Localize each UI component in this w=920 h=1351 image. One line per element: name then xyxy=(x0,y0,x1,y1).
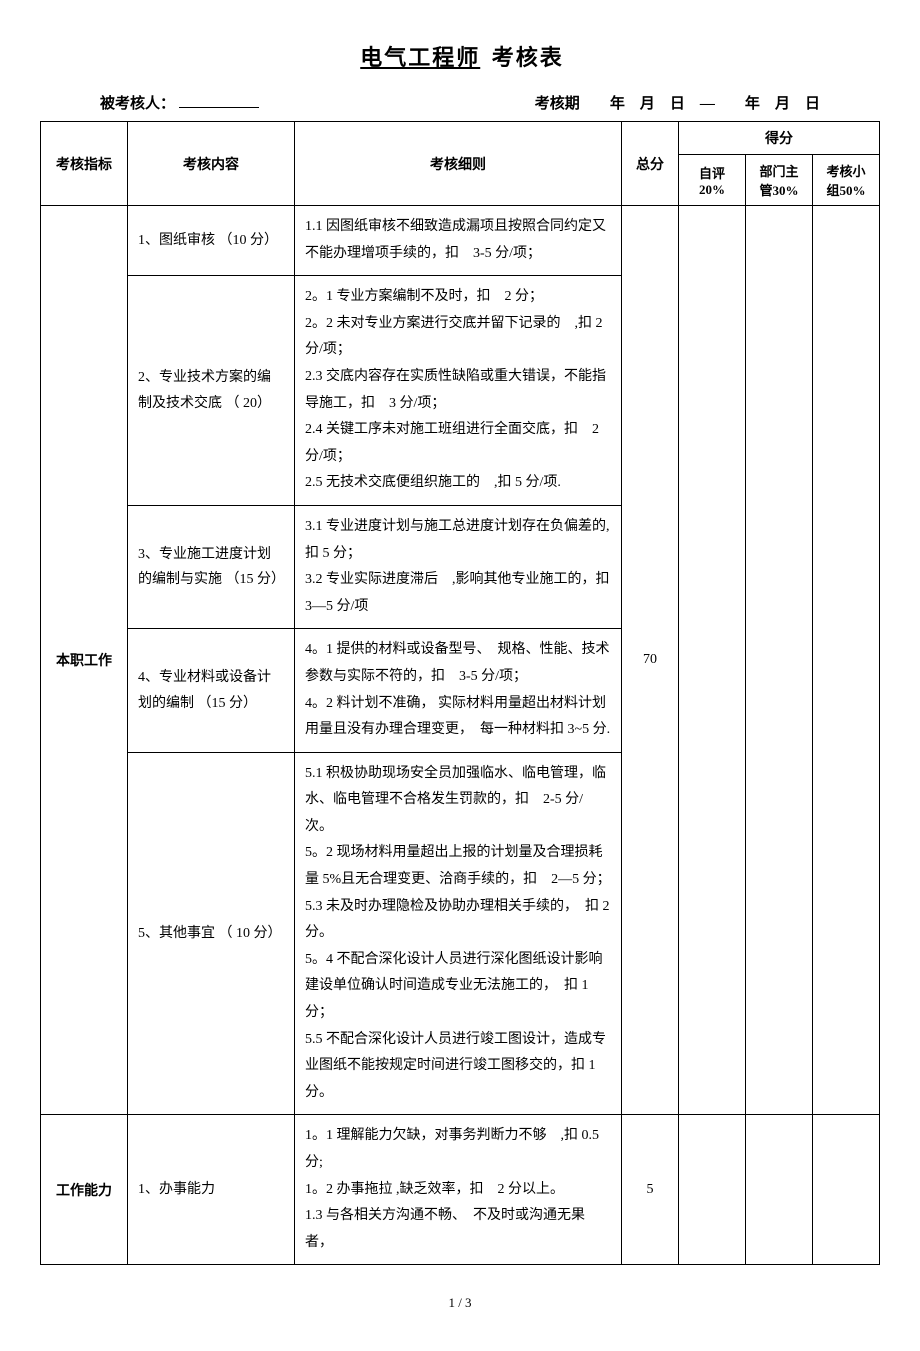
assessment-table: 考核指标 考核内容 考核细则 总分 得分 自评20% 部门主管30% 考核小组5… xyxy=(40,121,880,1265)
th-indicator: 考核指标 xyxy=(41,122,128,206)
page-title: 电气工程师 考核表 xyxy=(40,40,880,72)
self-score-cell xyxy=(679,206,746,1115)
page-number: 1 / 3 xyxy=(40,1295,880,1311)
table-row: 工作能力 1、办事能力 1。1 理解能力欠缺，对事务判断力不够 ,扣 0.5 分… xyxy=(41,1115,880,1265)
detail-cell: 1.1 因图纸审核不细致造成漏项且按照合同约定又不能办理增项手续的，扣 3-5 … xyxy=(295,206,622,276)
th-total: 总分 xyxy=(622,122,679,206)
th-content: 考核内容 xyxy=(128,122,295,206)
dept-score-cell xyxy=(746,206,813,1115)
detail-cell: 1。1 理解能力欠缺，对事务判断力不够 ,扣 0.5 分;1。2 办事拖拉 ,缺… xyxy=(295,1115,622,1265)
content-cell: 4、专业材料或设备计划的编制 （15 分） xyxy=(128,629,295,752)
dept-score-cell xyxy=(746,1115,813,1265)
detail-cell: 5.1 积极协助现场安全员加强临水、临电管理，临水、临电管理不合格发生罚款的，扣… xyxy=(295,752,622,1115)
header-row: 被考核人： 考核期 年 月 日 — 年 月 日 xyxy=(40,92,880,113)
detail-cell: 3.1 专业进度计划与施工总进度计划存在负偏差的,扣 5 分；3.2 专业实际进… xyxy=(295,505,622,628)
th-score: 得分 xyxy=(679,122,880,155)
content-cell: 1、图纸审核 （10 分） xyxy=(128,206,295,276)
group-score-cell xyxy=(813,1115,880,1265)
assessee: 被考核人： xyxy=(100,92,263,113)
content-cell: 5、其他事宜 （ 10 分） xyxy=(128,752,295,1115)
content-cell: 2、专业技术方案的编制及技术交底 （ 20） xyxy=(128,276,295,506)
content-cell: 3、专业施工进度计划的编制与实施 （15 分） xyxy=(128,505,295,628)
period: 考核期 年 月 日 — 年 月 日 xyxy=(535,92,820,113)
detail-cell: 2。1 专业方案编制不及时，扣 2 分；2。2 未对专业方案进行交底并留下记录的… xyxy=(295,276,622,506)
detail-cell: 4。1 提供的材料或设备型号、 规格、性能、技术参数与实际不符的，扣 3-5 分… xyxy=(295,629,622,752)
indicator-cell: 本职工作 xyxy=(41,206,128,1115)
group-score-cell xyxy=(813,206,880,1115)
self-score-cell xyxy=(679,1115,746,1265)
th-self: 自评20% xyxy=(679,155,746,206)
assessee-blank xyxy=(179,107,259,108)
th-detail: 考核细则 xyxy=(295,122,622,206)
total-cell: 70 xyxy=(622,206,679,1115)
content-cell: 1、办事能力 xyxy=(128,1115,295,1265)
th-group: 考核小组50% xyxy=(813,155,880,206)
title-suffix: 考核表 xyxy=(492,45,564,70)
title-prefix: 电气工程师 xyxy=(356,45,484,70)
total-cell: 5 xyxy=(622,1115,679,1265)
table-row: 本职工作 1、图纸审核 （10 分） 1.1 因图纸审核不细致造成漏项且按照合同… xyxy=(41,206,880,276)
th-dept: 部门主管30% xyxy=(746,155,813,206)
indicator-cell: 工作能力 xyxy=(41,1115,128,1265)
